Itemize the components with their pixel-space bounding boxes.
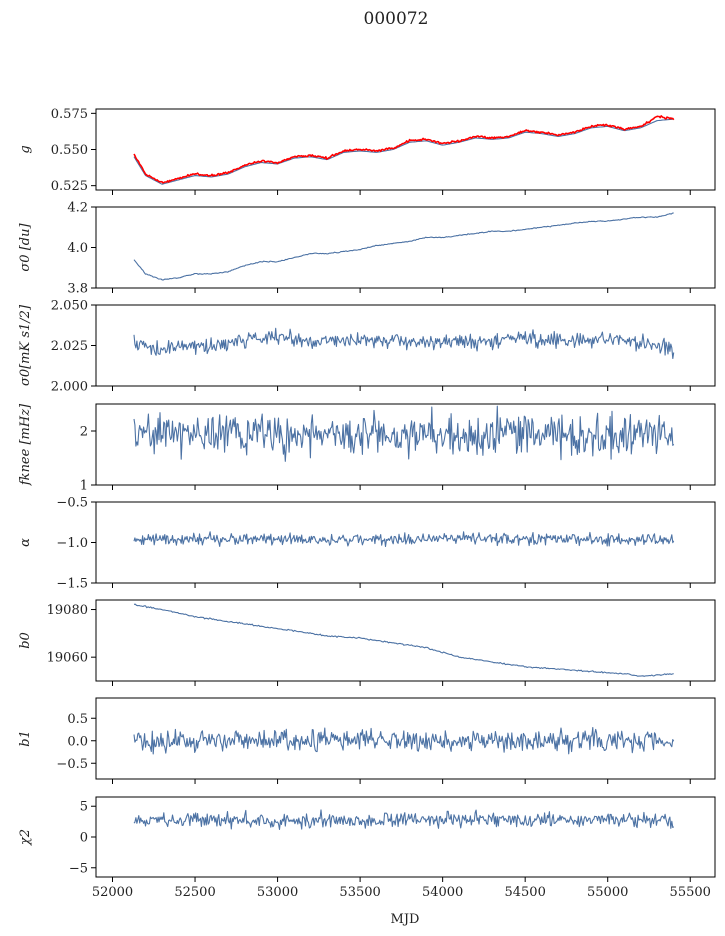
y-tick-label-sigma0: 4.2 — [67, 201, 88, 216]
y-axis-label-b1: b1 — [18, 730, 33, 747]
y-tick-label-alpha: −1.0 — [56, 536, 88, 551]
y-axis-label-g: g — [18, 145, 33, 153]
panel-b0: 19060 19080 b0 — [18, 599, 716, 686]
series-line-g-1 — [133, 115, 675, 184]
plot-frame-fknee — [95, 403, 716, 486]
y-tick-label-sigma0: 3.8 — [67, 282, 88, 297]
y-tick-label-sigma0: 4.0 — [67, 241, 88, 256]
series-line-alpha-0 — [133, 531, 675, 548]
panel-alpha: −1.5 −1.0 −0.5 α — [18, 496, 716, 592]
y-tick-label-sigma0-noise: 2.025 — [51, 339, 88, 354]
y-axis-label-fknee: fknee [mHz] — [18, 403, 33, 486]
y-tick-label-g: 0.550 — [51, 143, 88, 158]
panel-chi2: −5 0 5 52000 52500 53000 53500 54000 54500 55000 5… — [18, 796, 716, 900]
y-tick-label-alpha: −1.5 — [56, 577, 88, 592]
y-tick-label-g: 0.575 — [51, 107, 88, 122]
plot-frame-b0 — [95, 599, 716, 682]
y-tick-label-b1: 0.5 — [67, 712, 88, 727]
series-line-sigma0-noise-0 — [133, 327, 675, 360]
series-line-g-0 — [133, 118, 674, 185]
series-line-fknee-0 — [133, 405, 675, 462]
x-tick-label: 53000 — [257, 885, 298, 900]
y-tick-label-b0: 19080 — [47, 603, 88, 618]
panel-sigma0: 3.8 4.0 4.2 σ0 [du] — [18, 201, 716, 297]
y-axis-label-sigma0-noise: σ0[mK s1/2] — [18, 304, 33, 386]
y-tick-label-fknee: 2 — [80, 425, 88, 440]
plot-frame-g — [95, 108, 716, 191]
x-tick-label: 54500 — [504, 885, 545, 900]
y-tick-label-sigma0-noise: 2.000 — [51, 380, 88, 395]
x-tick-label: 55000 — [587, 885, 628, 900]
series-line-sigma0-0 — [133, 212, 674, 281]
panel-fknee: 1 2 fknee [mHz] — [18, 403, 716, 494]
y-tick-label-b1: −0.5 — [56, 757, 88, 772]
x-tick-label: 54000 — [422, 885, 463, 900]
series-line-b0-0 — [133, 603, 674, 677]
series-line-chi2-0 — [133, 809, 675, 830]
y-axis-label-chi2: χ2 — [18, 829, 33, 846]
y-tick-label-g: 0.525 — [51, 179, 88, 194]
y-tick-label-alpha: −0.5 — [56, 496, 88, 511]
y-axis-label-alpha: α — [18, 538, 33, 547]
y-axis-label-b0: b0 — [18, 632, 33, 649]
figure-title: 000072 — [364, 9, 429, 29]
plot-frame-b1 — [95, 697, 716, 780]
series-line-b1-0 — [133, 726, 675, 755]
y-tick-label-b1: 0.0 — [67, 734, 88, 749]
x-axis-label: MJD — [391, 912, 420, 927]
y-tick-label-chi2: 0 — [80, 831, 88, 846]
y-tick-label-sigma0-noise: 2.050 — [51, 299, 88, 314]
plot-frame-chi2 — [95, 796, 716, 878]
x-tick-label: 52500 — [174, 885, 215, 900]
x-tick-label: 55500 — [670, 885, 711, 900]
panel-b1: −0.5 0.0 0.5 b1 — [18, 697, 716, 784]
y-axis-label-sigma0: σ0 [du] — [18, 223, 33, 272]
panel-g: 0.525 0.550 0.575 g — [18, 107, 716, 195]
x-tick-label: 53500 — [339, 885, 380, 900]
y-tick-label-b0: 19060 — [47, 651, 88, 666]
y-tick-label-fknee: 1 — [80, 479, 88, 494]
y-tick-label-chi2: 5 — [80, 800, 88, 815]
x-tick-label: 52000 — [92, 885, 133, 900]
y-tick-label-chi2: −5 — [69, 861, 88, 876]
panel-sigma0-noise: 2.000 2.025 2.050 σ0[mK s1/2] — [18, 299, 716, 395]
